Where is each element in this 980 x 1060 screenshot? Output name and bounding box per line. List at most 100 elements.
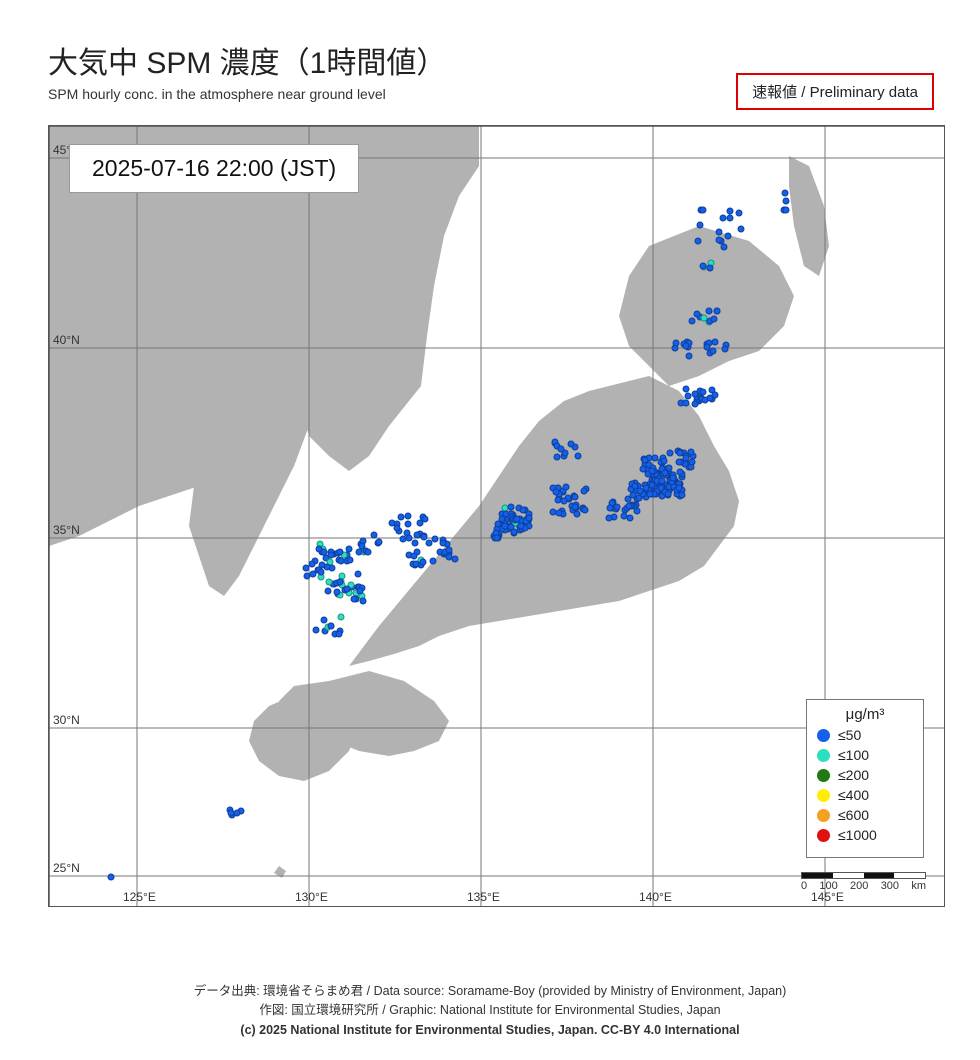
station-point[interactable] [316, 545, 323, 552]
station-point[interactable] [715, 229, 722, 236]
station-point[interactable] [324, 588, 331, 595]
station-point[interactable] [574, 510, 581, 517]
station-point[interactable] [228, 810, 235, 817]
station-point[interactable] [581, 506, 588, 513]
station-point[interactable] [440, 539, 447, 546]
station-point[interactable] [317, 568, 324, 575]
station-point[interactable] [553, 454, 560, 461]
station-point[interactable] [575, 453, 582, 460]
station-point[interactable] [446, 547, 453, 554]
station-point[interactable] [658, 484, 665, 491]
station-point[interactable] [697, 222, 704, 229]
station-point[interactable] [336, 548, 343, 555]
station-point[interactable] [667, 450, 674, 457]
station-point[interactable] [709, 386, 716, 393]
station-point[interactable] [336, 579, 343, 586]
station-point[interactable] [360, 598, 367, 605]
station-point[interactable] [675, 458, 682, 465]
station-point[interactable] [502, 522, 509, 529]
station-point[interactable] [726, 207, 733, 214]
station-point[interactable] [553, 488, 560, 495]
station-point[interactable] [782, 190, 789, 197]
station-point[interactable] [633, 508, 640, 515]
station-point[interactable] [572, 493, 579, 500]
station-point[interactable] [672, 339, 679, 346]
station-point[interactable] [563, 484, 570, 491]
station-point[interactable] [665, 490, 672, 497]
station-point[interactable] [683, 455, 690, 462]
station-point[interactable] [735, 210, 742, 217]
station-point[interactable] [510, 528, 517, 535]
station-point[interactable] [358, 542, 365, 549]
station-point[interactable] [338, 558, 345, 565]
station-point[interactable] [413, 531, 420, 538]
station-point[interactable] [682, 342, 689, 349]
station-point[interactable] [326, 579, 333, 586]
station-point[interactable] [494, 521, 501, 528]
station-point[interactable] [422, 516, 429, 523]
station-point[interactable] [624, 495, 631, 502]
station-point[interactable] [520, 506, 527, 513]
station-point[interactable] [560, 497, 567, 504]
station-point[interactable] [493, 535, 500, 542]
station-point[interactable] [666, 464, 673, 471]
station-point[interactable] [693, 311, 700, 318]
station-point[interactable] [514, 515, 521, 522]
station-point[interactable] [568, 441, 575, 448]
station-point[interactable] [365, 549, 372, 556]
station-point[interactable] [709, 348, 716, 355]
station-point[interactable] [625, 503, 632, 510]
station-point[interactable] [679, 491, 686, 498]
station-point[interactable] [648, 467, 655, 474]
station-point[interactable] [724, 233, 731, 240]
station-point[interactable] [659, 477, 666, 484]
station-point[interactable] [328, 622, 335, 629]
station-point[interactable] [350, 596, 357, 603]
station-point[interactable] [344, 586, 351, 593]
station-point[interactable] [333, 588, 340, 595]
station-point[interactable] [636, 488, 643, 495]
station-point[interactable] [613, 503, 620, 510]
station-point[interactable] [677, 469, 684, 476]
station-point[interactable] [706, 265, 713, 272]
station-point[interactable] [686, 352, 693, 359]
station-point[interactable] [421, 533, 428, 540]
station-point[interactable] [430, 557, 437, 564]
station-point[interactable] [376, 538, 383, 545]
station-point[interactable] [419, 559, 426, 566]
station-point[interactable] [410, 552, 417, 559]
station-point[interactable] [405, 534, 412, 541]
station-point[interactable] [705, 307, 712, 314]
station-point[interactable] [688, 317, 695, 324]
station-point[interactable] [700, 206, 707, 213]
station-point[interactable] [234, 810, 241, 817]
station-point[interactable] [783, 197, 790, 204]
station-point[interactable] [720, 244, 727, 251]
station-point[interactable] [721, 345, 728, 352]
station-point[interactable] [558, 446, 565, 453]
station-point[interactable] [580, 487, 587, 494]
station-point[interactable] [432, 536, 439, 543]
station-point[interactable] [328, 551, 335, 558]
station-point[interactable] [737, 226, 744, 233]
station-point[interactable] [676, 449, 683, 456]
station-point[interactable] [404, 512, 411, 519]
station-point[interactable] [783, 206, 790, 213]
station-point[interactable] [727, 215, 734, 222]
station-point[interactable] [701, 396, 708, 403]
station-point[interactable] [370, 531, 377, 538]
station-point[interactable] [669, 475, 676, 482]
station-point[interactable] [692, 401, 699, 408]
station-point[interactable] [356, 548, 363, 555]
station-point[interactable] [710, 316, 717, 323]
station-point[interactable] [107, 873, 114, 880]
station-point[interactable] [355, 570, 362, 577]
station-point[interactable] [550, 509, 557, 516]
station-point[interactable] [310, 570, 317, 577]
station-point[interactable] [388, 520, 395, 527]
station-point[interactable] [642, 457, 649, 464]
station-point[interactable] [405, 521, 412, 528]
station-point[interactable] [394, 525, 401, 532]
station-point[interactable] [676, 484, 683, 491]
station-point[interactable] [309, 561, 316, 568]
